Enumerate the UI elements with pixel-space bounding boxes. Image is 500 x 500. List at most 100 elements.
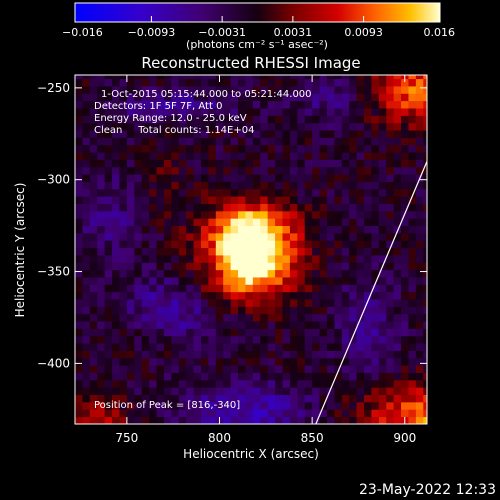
heatmap-pixel [364, 159, 372, 168]
heatmap-pixel [312, 130, 320, 138]
heatmap-pixel [112, 166, 120, 175]
heatmap-pixel [163, 284, 172, 293]
heatmap-pixel [126, 174, 135, 182]
heatmap-pixel [238, 321, 246, 329]
heatmap-pixel [141, 313, 150, 322]
heatmap-pixel [178, 357, 187, 366]
heatmap-pixel [319, 343, 328, 351]
heatmap-pixel [112, 93, 120, 102]
heatmap-pixel [134, 218, 143, 227]
heatmap-pixel [200, 321, 209, 329]
heatmap-pixel [393, 313, 402, 322]
heatmap-pixel [200, 277, 209, 285]
heatmap-pixel [386, 174, 395, 182]
heatmap-pixel [186, 130, 194, 138]
heatmap-pixel [89, 196, 98, 204]
heatmap-pixel [75, 225, 83, 234]
heatmap-pixel [349, 247, 357, 256]
heatmap-pixel [75, 328, 83, 337]
heatmap-pixel [89, 137, 98, 146]
heatmap-pixel [386, 387, 395, 396]
heatmap-pixel [141, 218, 150, 227]
heatmap-pixel [141, 387, 150, 396]
heatmap-pixel [112, 75, 120, 80]
heatmap-pixel [126, 299, 135, 307]
heatmap-pixel [200, 218, 209, 227]
heatmap-pixel [334, 365, 343, 373]
heatmap-pixel [423, 240, 427, 249]
heatmap-pixel [297, 365, 306, 373]
heatmap-pixel [341, 255, 350, 263]
heatmap-pixel [200, 365, 209, 373]
heatmap-pixel [386, 181, 395, 190]
heatmap-pixel [371, 108, 380, 116]
heatmap-pixel [245, 416, 254, 424]
heatmap-pixel [82, 225, 91, 234]
heatmap-pixel [208, 335, 217, 344]
heatmap-pixel [334, 218, 343, 227]
heatmap-pixel [393, 299, 402, 307]
heatmap-pixel [356, 328, 365, 337]
heatmap-pixel [82, 247, 91, 256]
heatmap-pixel [238, 262, 246, 271]
heatmap-pixel [349, 203, 357, 212]
heatmap-pixel [319, 240, 328, 249]
heatmap-pixel [260, 328, 269, 337]
heatmap-pixel [282, 218, 291, 227]
heatmap-pixel [171, 335, 180, 344]
heatmap-pixel [134, 108, 143, 116]
heatmap-pixel [341, 174, 350, 182]
heatmap-pixel [326, 152, 335, 160]
heatmap-pixel [334, 343, 343, 351]
heatmap-pixel [282, 130, 291, 138]
heatmap-pixel [119, 75, 128, 80]
heatmap-pixel [171, 372, 180, 381]
heatmap-pixel [378, 416, 387, 424]
heatmap-pixel [178, 365, 187, 373]
heatmap-pixel [245, 299, 254, 307]
heatmap-pixel [415, 247, 424, 256]
heatmap-pixel [230, 416, 239, 424]
heatmap-pixel [245, 240, 254, 249]
colorbar-tick-label: −0.0031 [198, 26, 246, 39]
heatmap-pixel [408, 299, 417, 307]
heatmap-pixel [178, 203, 187, 212]
heatmap-pixel [156, 394, 165, 403]
heatmap-pixel [126, 387, 135, 396]
heatmap-pixel [119, 306, 128, 315]
heatmap-pixel [282, 409, 291, 418]
heatmap-pixel [415, 343, 424, 351]
heatmap-pixel [163, 218, 172, 227]
annotation-clean-counts: Clean Total counts: 1.14E+04 [94, 125, 254, 136]
heatmap-pixel [163, 210, 172, 219]
heatmap-pixel [349, 379, 357, 388]
heatmap-pixel [215, 100, 224, 109]
heatmap-pixel [341, 269, 350, 278]
heatmap-pixel [289, 75, 298, 80]
heatmap-pixel [378, 218, 387, 227]
heatmap-pixel [208, 93, 217, 102]
heatmap-pixel [356, 291, 365, 300]
heatmap-pixel [408, 210, 417, 219]
heatmap-pixel [178, 122, 187, 131]
axis-ticks: 750 800 850 900−250−300−350−400 [37, 75, 427, 445]
heatmap-pixel [341, 188, 350, 197]
heatmap-pixel [178, 75, 187, 80]
heatmap-pixel [193, 401, 202, 410]
heatmap-pixel [149, 144, 157, 153]
heatmap-pixel [275, 306, 283, 315]
heatmap-pixel [230, 108, 239, 116]
heatmap-pixel [223, 299, 232, 307]
heatmap-pixel [341, 313, 350, 322]
heatmap-pixel [238, 277, 246, 285]
heatmap-pixel [134, 130, 143, 138]
heatmap-pixel [408, 86, 417, 94]
heatmap-pixel [126, 394, 135, 403]
heatmap-pixel [134, 181, 143, 190]
heatmap-pixel [297, 321, 306, 329]
heatmap-pixel [304, 174, 313, 182]
heatmap-pixel [401, 335, 409, 344]
heatmap-pixel [200, 262, 209, 271]
heatmap-pixel [252, 262, 261, 271]
heatmap-pixel [312, 357, 320, 366]
